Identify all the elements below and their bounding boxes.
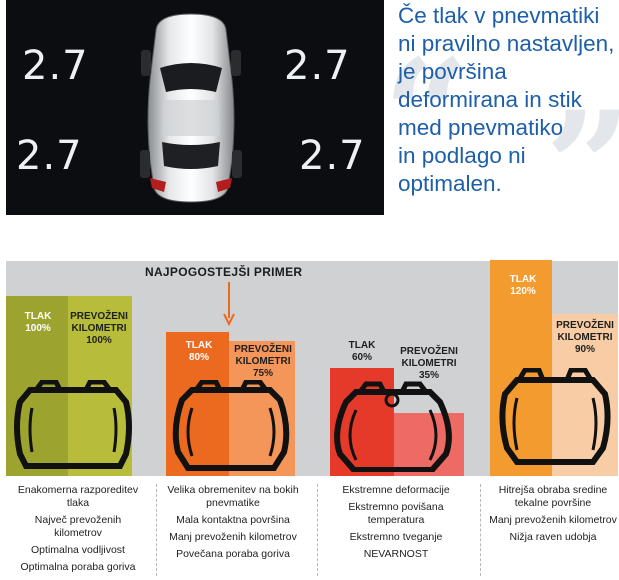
note-item: NEVARNOST <box>363 548 429 560</box>
mileage-bar-scenario-3 <box>394 413 464 476</box>
pressure-label-scenario-2: TLAK 80% <box>185 340 213 363</box>
pressure-bar-scenario-4 <box>490 260 552 476</box>
mileage-label-scenario-2: PREVOŽENI KILOMETRI 75% <box>234 344 292 379</box>
note-item: Največ prevoženih kilometrov <box>34 514 122 539</box>
tire-overinflated-icon <box>499 368 611 465</box>
quote-line: med pnevmatiko <box>398 115 564 140</box>
quote-line: ni pravilno nastavljen, <box>398 31 615 56</box>
mileage-label-scenario-3: PREVOŽENI KILOMETRI 35% <box>400 346 458 381</box>
quote-line: optimalen. <box>398 171 502 196</box>
most-common-case-label: NAJPOGOSTEJŠI PRIMER <box>145 265 303 279</box>
note-item: Povečana poraba goriva <box>176 548 290 560</box>
quote-line: in podlago ni <box>398 143 526 168</box>
quote-mark-right-icon: ” <box>545 92 619 242</box>
notes-scenario-2: Velika obremenitev na bokih pnevmatike M… <box>162 484 304 565</box>
pressure-front-right: 2.7 <box>284 43 351 89</box>
arrow-down-icon <box>223 282 235 326</box>
pressure-rear-left: 2.7 <box>16 133 83 179</box>
tire-pressure-dashboard: 2.7 2.7 2.7 2.7 <box>6 0 384 215</box>
quote-line: je površina <box>398 59 507 84</box>
tire-severely-underinflated-icon <box>334 381 452 472</box>
notes-scenario-1: Enakomerna razporeditev tlaka Največ pre… <box>14 484 142 578</box>
note-item: Ekstremno povišana temperatura <box>348 501 444 526</box>
note-item: Mala kontaktna površina <box>176 514 290 526</box>
note-item: Hitrejša obraba sredine tekalne površine <box>498 484 608 509</box>
pressure-rear-right: 2.7 <box>299 133 366 179</box>
car-top-view-icon <box>140 13 242 203</box>
notes-scenario-4: Hitrejša obraba sredine tekalne površine… <box>488 484 618 548</box>
pressure-label-scenario-4: TLAK 120% <box>509 274 537 297</box>
quote-text: Če tlak v pnevmatiki ni pravilno nastavl… <box>398 2 618 198</box>
column-divider <box>317 484 318 576</box>
note-item: Optimalna poraba goriva <box>20 561 136 573</box>
column-divider <box>480 484 481 576</box>
note-item: Velika obremenitev na bokih pnevmatike <box>167 484 299 509</box>
note-item: Enakomerna razporeditev tlaka <box>17 484 139 509</box>
note-item: Optimalna vodljivost <box>31 544 125 556</box>
mileage-bar-scenario-1 <box>68 296 132 476</box>
quote-line: Če tlak v pnevmatiki <box>398 3 600 28</box>
tire-underinflated-icon <box>172 380 290 471</box>
pressure-front-left: 2.7 <box>22 43 89 89</box>
column-divider <box>156 484 157 576</box>
note-item: Ekstremne deformacije <box>342 484 450 496</box>
mileage-label-scenario-4: PREVOŽENI KILOMETRI 90% <box>556 320 614 355</box>
pressure-label-scenario-1: TLAK 100% <box>24 311 52 334</box>
mileage-label-scenario-1: PREVOŽENI KILOMETRI 100% <box>70 311 128 346</box>
tire-normal-icon <box>14 380 132 469</box>
note-item: Ekstremno tveganje <box>349 531 443 543</box>
quote-mark-left-icon: “ <box>383 27 470 203</box>
notes-scenario-3: Ekstremne deformacije Ekstremno povišana… <box>322 484 470 565</box>
note-item: Manj prevoženih kilometrov <box>489 514 617 526</box>
pressure-label-scenario-3: TLAK 60% <box>348 340 376 363</box>
note-item: Nižja raven udobja <box>509 531 597 543</box>
quote-line: deformirana in stik <box>398 87 582 112</box>
note-item: Manj prevoženih kilometrov <box>169 531 297 543</box>
